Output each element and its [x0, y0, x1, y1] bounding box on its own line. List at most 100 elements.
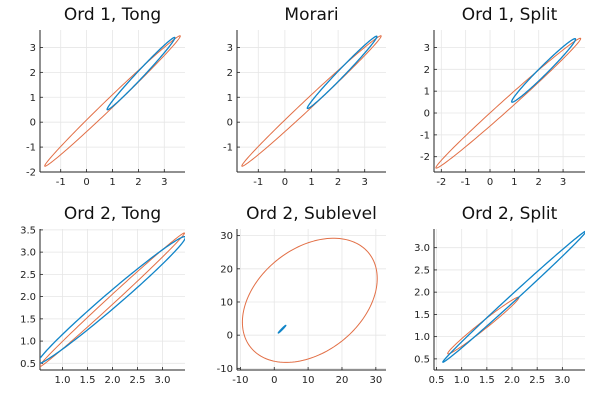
x-tick-label: 0 [83, 177, 89, 188]
inner-region-curve [277, 324, 287, 334]
subplot-title: Ord 1, Split [462, 5, 558, 25]
y-tick-label: 1 [227, 93, 233, 104]
y-tick-label: 2 [227, 68, 233, 79]
curves [435, 37, 582, 169]
y-tick-label: -10 [217, 364, 233, 375]
y-tick-label: 1.0 [414, 332, 430, 343]
inner-region-curve [511, 38, 577, 103]
outer-region-curve [435, 37, 582, 169]
inner-region-curve [40, 235, 185, 365]
outer-region-curve [241, 237, 378, 363]
subplot-4: 1.0 1.5 2.0 2.5 3.0 0.5 1.0 1.5 2.0 2.5 3.0 3.5 Ord … [20, 204, 185, 386]
x-tick-label: -2 [436, 177, 446, 188]
subplot-3: -2 -1 0 1 2 3 -2 -1 0 1 2 3 Ord 1, Split [420, 5, 585, 188]
subplot-2: -1 0 1 2 3 -1 0 1 2 3 Morari [223, 5, 386, 188]
curves [44, 35, 181, 167]
y-tick-label: 20 [220, 264, 233, 275]
subplot-title: Ord 2, Tong [64, 204, 161, 224]
x-tick-label: 0.5 [429, 375, 445, 386]
y-tick-label: 30 [220, 231, 233, 242]
inner-region-curve [306, 35, 378, 110]
x-tick-label: 2.5 [130, 375, 146, 386]
y-tick-label: 2 [424, 65, 430, 76]
y-tick-label: 0 [227, 331, 233, 342]
x-tick-label: 2.5 [529, 375, 545, 386]
y-tick-label: 2.5 [414, 265, 430, 276]
y-tick-label: 0 [30, 118, 36, 129]
gridlines [434, 30, 585, 172]
y-tick-label: 1.5 [414, 310, 430, 321]
x-tick-label: 1.5 [80, 375, 96, 386]
subplot-title: Ord 2, Sublevel [246, 204, 377, 224]
x-tick-label: 10 [302, 375, 315, 386]
x-tick-label: 2 [536, 177, 542, 188]
y-tick-label: 0.5 [20, 359, 36, 370]
x-tick-label: -1 [253, 177, 263, 188]
y-tick-label: -1 [420, 130, 430, 141]
y-tick-label: 3.0 [414, 243, 430, 254]
x-tick-label: 3 [560, 177, 566, 188]
y-tick-label: 2 [30, 68, 36, 79]
subplot-title: Morari [284, 5, 338, 25]
x-tick-label: 1.0 [454, 375, 470, 386]
y-tick-label: 0.5 [414, 354, 430, 365]
y-tick-label: 1 [30, 93, 36, 104]
subplot-title: Ord 2, Split [462, 204, 558, 224]
y-tick-label: 3.0 [20, 248, 36, 259]
x-tick-label: 1.5 [479, 375, 495, 386]
x-tick-label: -10 [232, 375, 248, 386]
x-tick-label: 3 [161, 177, 167, 188]
x-tick-label: 2.0 [105, 375, 121, 386]
x-tick-label: 0 [282, 177, 288, 188]
subplot-6: 0.5 1.0 1.5 2.0 2.5 3.0 0.5 1.0 1.5 2.0 2.5 3.0 Ord … [414, 204, 585, 386]
x-tick-label: -1 [461, 177, 471, 188]
gridlines [237, 229, 386, 370]
y-tick-label: 3 [30, 43, 36, 54]
y-tick-label: 3 [424, 43, 430, 54]
y-tick-label: 1 [424, 87, 430, 98]
x-tick-label: 2.0 [504, 375, 520, 386]
x-tick-label: 2 [135, 177, 141, 188]
y-tick-label: 0 [424, 109, 430, 120]
y-tick-label: 3 [227, 43, 233, 54]
gridlines [40, 229, 185, 370]
outer-region-curve [447, 296, 520, 355]
x-tick-label: 1.0 [55, 375, 71, 386]
x-tick-label: 20 [336, 375, 349, 386]
x-tick-label: 3.0 [155, 375, 171, 386]
curves [40, 232, 185, 368]
x-tick-label: 0 [271, 375, 277, 386]
y-tick-label: -1 [223, 143, 233, 154]
curves [442, 230, 585, 363]
y-tick-label: 1.5 [20, 314, 36, 325]
x-tick-label: 3.0 [554, 375, 570, 386]
inner-region-curve [442, 230, 585, 363]
subplot-title: Ord 1, Tong [64, 5, 161, 25]
y-tick-label: -1 [26, 143, 36, 154]
y-tick-label: 0 [227, 118, 233, 129]
outer-region-curve [40, 232, 185, 368]
subplot-5: -10 0 10 20 30 -10 0 10 20 30 Ord 2, Sublevel [217, 204, 386, 386]
x-tick-label: 1 [511, 177, 517, 188]
curves [241, 237, 378, 363]
gridlines [434, 229, 585, 370]
x-tick-label: 2 [335, 177, 341, 188]
y-tick-label: 2.5 [20, 270, 36, 281]
x-tick-label: -1 [56, 177, 66, 188]
y-tick-label: 3.5 [20, 225, 36, 236]
y-tick-label: -2 [420, 152, 430, 163]
x-tick-label: 3 [362, 177, 368, 188]
subplot-1: -1 0 1 2 3 -2 -1 0 1 2 3 Ord 1, Tong [26, 5, 185, 188]
y-tick-label: 2.0 [20, 292, 36, 303]
x-tick-label: 1 [308, 177, 314, 188]
x-tick-label: 0 [487, 177, 493, 188]
y-tick-label: 10 [220, 297, 233, 308]
x-tick-label: 30 [369, 375, 382, 386]
y-tick-label: 2.0 [414, 288, 430, 299]
y-tick-label: 1.0 [20, 337, 36, 348]
inner-region-curve [106, 36, 176, 111]
y-tick-label: -2 [26, 168, 36, 179]
curves [241, 35, 382, 167]
x-tick-label: 1 [109, 177, 115, 188]
